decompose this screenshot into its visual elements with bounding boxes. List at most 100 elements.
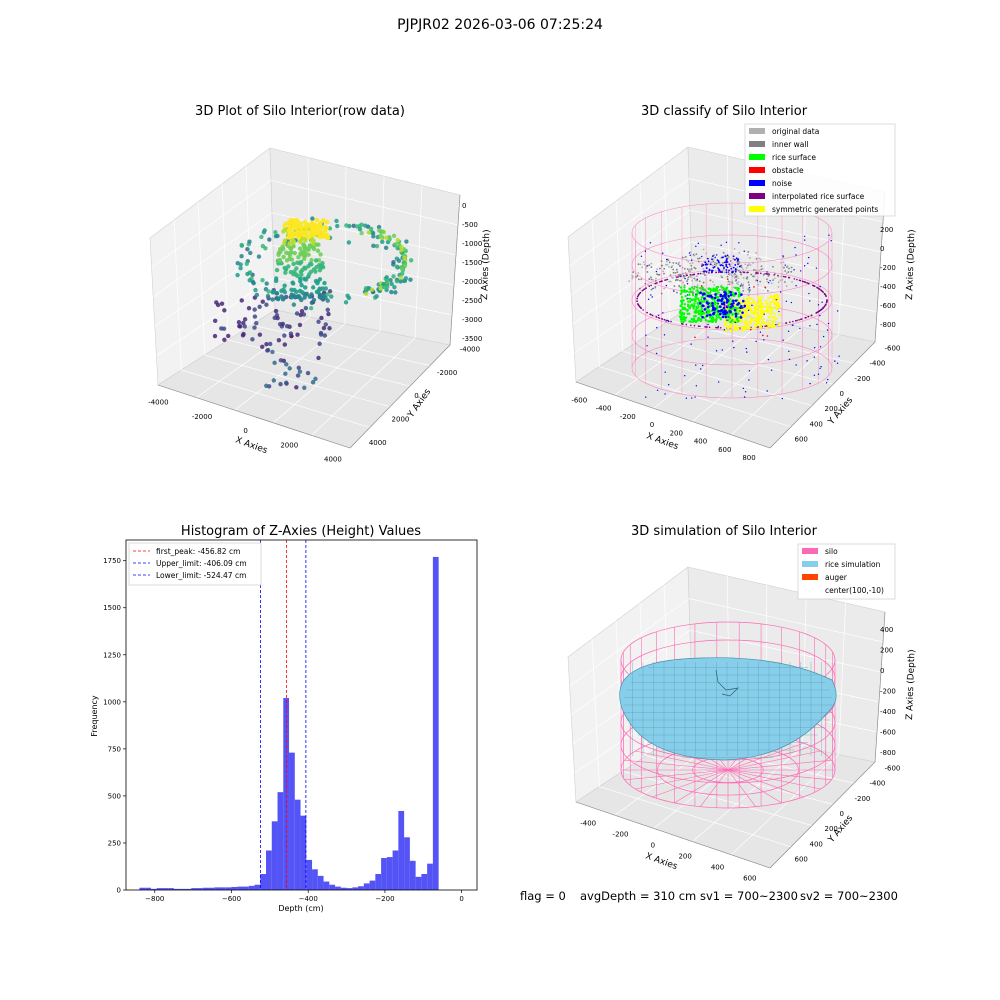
point-wall xyxy=(723,271,726,274)
point-wall xyxy=(654,279,657,282)
point-wall xyxy=(733,276,736,279)
data-point xyxy=(265,348,270,353)
point-symmetric xyxy=(773,297,776,300)
point-symmetric xyxy=(742,307,745,311)
point-wall xyxy=(672,261,675,264)
data-point xyxy=(282,283,287,288)
point-symmetric xyxy=(775,317,778,320)
point-symmetric xyxy=(756,314,760,318)
data-point xyxy=(319,315,324,321)
point-wall xyxy=(731,275,734,278)
point-wall xyxy=(682,281,685,284)
point-interpolated xyxy=(655,316,658,318)
data-point xyxy=(273,230,278,235)
point-wall xyxy=(742,277,745,279)
plot4-xlabel: X Axies xyxy=(644,851,679,872)
data-point xyxy=(369,287,375,292)
data-point xyxy=(287,256,292,262)
data-point xyxy=(257,332,263,337)
point-symmetric xyxy=(772,323,775,326)
data-point xyxy=(399,244,404,250)
data-point xyxy=(283,371,288,376)
point-wall xyxy=(747,250,750,253)
data-point xyxy=(241,320,246,326)
point-wall xyxy=(750,273,753,276)
data-point xyxy=(398,279,403,284)
data-point xyxy=(245,271,250,277)
point-wall xyxy=(678,261,680,264)
point-wall xyxy=(729,259,732,262)
y-axis-line xyxy=(349,344,451,449)
data-point xyxy=(326,311,331,317)
data-point xyxy=(309,220,315,226)
point-wall xyxy=(728,283,731,286)
data-point xyxy=(315,248,321,253)
point-wall xyxy=(727,283,729,286)
point-symmetric xyxy=(775,296,778,300)
x-tick-label: -400 xyxy=(580,820,596,828)
point-interpolated xyxy=(717,271,720,274)
point-interpolated xyxy=(642,309,644,311)
data-point xyxy=(371,243,376,249)
point-wall xyxy=(666,263,669,266)
point-interpolated xyxy=(636,295,639,298)
data-point xyxy=(287,241,292,246)
point-wall xyxy=(684,271,687,274)
data-point xyxy=(321,325,327,331)
data-point xyxy=(294,311,300,316)
legend-label: silo xyxy=(825,547,838,556)
data-point xyxy=(318,252,323,257)
point-interpolated xyxy=(818,288,821,290)
z-tick-label: 0 xyxy=(462,202,466,210)
data-point xyxy=(290,280,295,285)
point-symmetric xyxy=(746,297,749,300)
data-point xyxy=(292,250,297,256)
point-wall xyxy=(693,278,696,280)
data-point xyxy=(252,307,257,312)
point-wall xyxy=(779,279,782,282)
x-tick-label: 400 xyxy=(711,864,724,872)
x-tick-label: 600 xyxy=(743,875,756,883)
point-wall xyxy=(658,273,661,276)
data-point xyxy=(260,299,265,304)
data-point xyxy=(296,365,301,371)
point-wall xyxy=(745,267,748,269)
data-point xyxy=(237,323,242,329)
point-wall xyxy=(785,272,788,274)
data-point xyxy=(253,287,258,293)
point-interpolated xyxy=(792,320,794,323)
x-tick-label: -2000 xyxy=(192,413,212,421)
data-point xyxy=(252,314,258,319)
point-symmetric xyxy=(778,313,782,317)
point-interpolated xyxy=(666,278,669,281)
point-wall xyxy=(700,298,703,301)
data-point xyxy=(236,320,242,325)
point-interpolated xyxy=(685,274,688,277)
grid-line xyxy=(204,354,391,408)
point-wall xyxy=(652,278,654,281)
data-point xyxy=(222,337,227,343)
data-point xyxy=(303,305,309,311)
plot2-points xyxy=(628,234,840,400)
grid-line xyxy=(273,277,453,316)
data-point xyxy=(374,243,380,249)
point-symmetric xyxy=(738,325,742,328)
point-interpolated xyxy=(655,282,657,285)
data-point xyxy=(293,294,299,300)
data-point xyxy=(222,308,227,313)
point-interpolated xyxy=(676,276,678,278)
point-symmetric xyxy=(761,318,765,322)
point-interpolated xyxy=(817,310,820,313)
data-point xyxy=(282,241,287,246)
point-wall xyxy=(691,279,694,282)
point-interpolated xyxy=(773,274,775,276)
point-wall xyxy=(668,280,670,283)
data-point xyxy=(310,380,316,385)
data-point xyxy=(212,333,218,339)
point-symmetric xyxy=(768,322,772,326)
point-interpolated xyxy=(693,324,696,327)
data-point xyxy=(284,324,290,329)
point-wall xyxy=(637,278,640,281)
data-point xyxy=(276,250,282,255)
point-wall xyxy=(746,253,749,256)
